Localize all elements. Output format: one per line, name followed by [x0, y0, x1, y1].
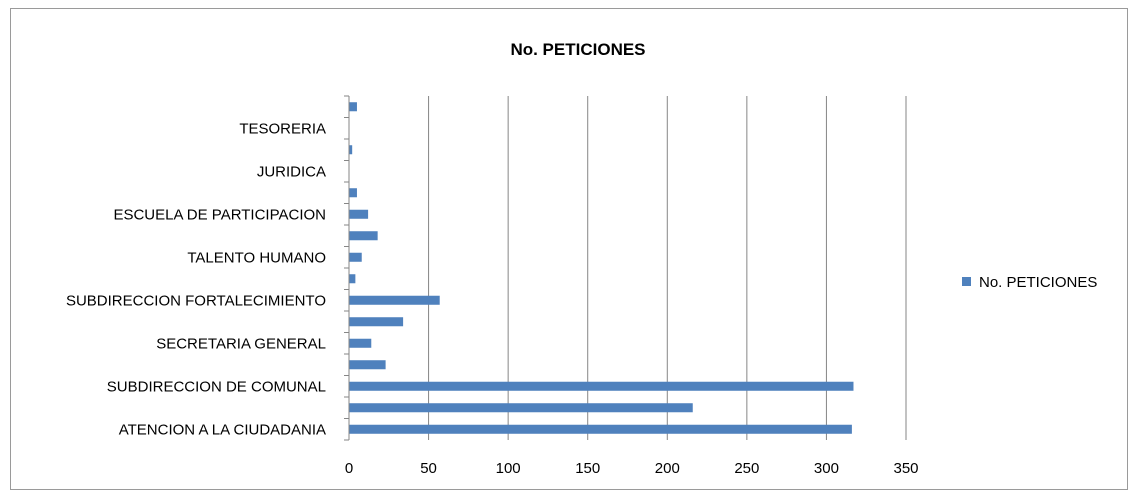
x-tick-label: 250 [734, 460, 759, 477]
x-tick-label: 100 [496, 460, 521, 477]
x-tick-label: 350 [893, 460, 918, 477]
bar [349, 295, 440, 305]
x-tick-label: 50 [420, 460, 437, 477]
bar [349, 338, 372, 348]
x-tick-label: 0 [345, 460, 353, 477]
bar [349, 424, 852, 434]
x-tick-label: 200 [655, 460, 680, 477]
legend-swatch [962, 277, 971, 286]
legend-label: No. PETICIONES [979, 274, 1097, 291]
category-label: SUBDIRECCION FORTALECIMIENTO [66, 292, 326, 309]
bar [349, 102, 357, 112]
bar [349, 360, 386, 370]
category-label: ATENCION A LA CIUDADANIA [119, 421, 326, 438]
category-label: TESORERIA [239, 120, 326, 137]
x-tick-label: 150 [575, 460, 600, 477]
bar [349, 274, 356, 284]
category-label: SECRETARIA GENERAL [156, 335, 326, 352]
category-label: ESCUELA DE PARTICIPACION [113, 206, 326, 223]
x-tick-label: 300 [814, 460, 839, 477]
category-label: SUBDIRECCION DE COMUNAL [107, 378, 326, 395]
bar [349, 209, 369, 219]
bar-series [349, 102, 854, 434]
bar [349, 145, 353, 155]
chart-title: No. PETICIONES [510, 40, 645, 59]
x-tick-labels: 0 50 100 150 200 250 300 350 [345, 460, 919, 477]
category-labels: ATENCION A LA CIUDADANIA SUBDIRECCION DE … [66, 120, 326, 438]
legend: No. PETICIONES [962, 274, 1097, 291]
category-label: JURIDICA [257, 163, 326, 180]
bar [349, 381, 854, 391]
bar [349, 231, 378, 241]
bar [349, 403, 693, 413]
bar [349, 252, 362, 262]
category-label: TALENTO HUMANO [187, 249, 326, 266]
bar [349, 317, 404, 327]
bar [349, 188, 357, 198]
